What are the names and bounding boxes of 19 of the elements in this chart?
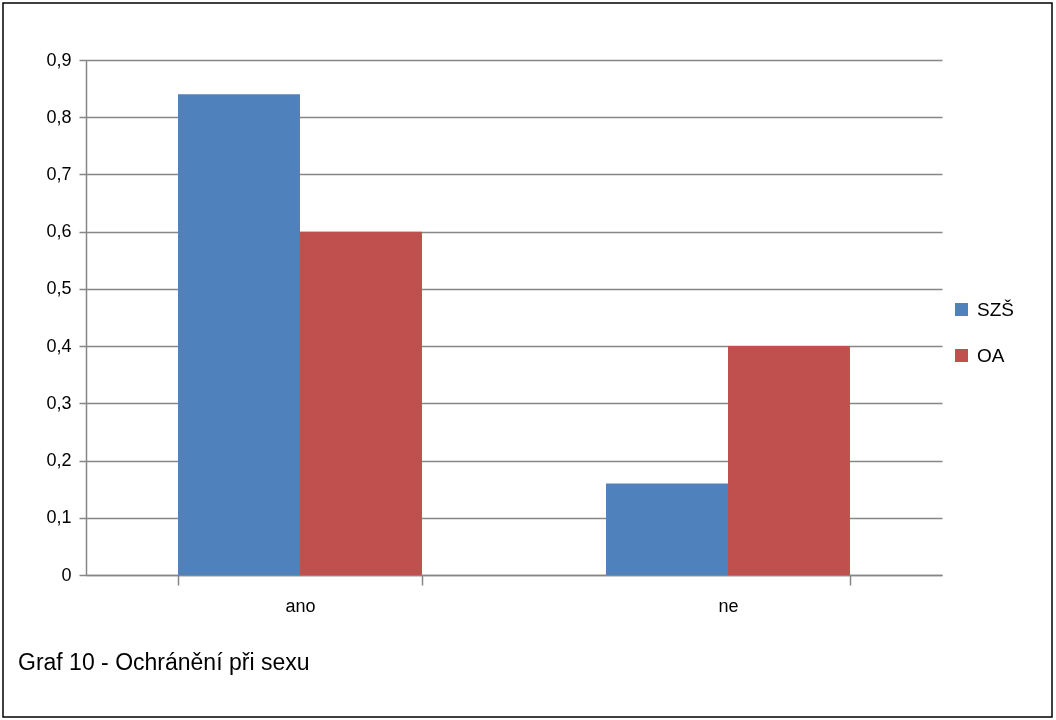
text: Graf 10 - Ochránění při sexu: [18, 649, 310, 675]
y-tick-label: 0,2: [46, 450, 72, 471]
y-tick-label: 0,8: [46, 106, 72, 127]
y-tick-label: 0,5: [46, 278, 72, 299]
legend-label: OA: [977, 344, 1005, 366]
y-tick-label: 0,9: [46, 49, 72, 70]
x-tick-label: ne: [718, 595, 739, 616]
y-tick-label: 0,3: [46, 392, 72, 413]
x-tick-label: ano: [285, 595, 316, 616]
y-tick-label: 0,1: [46, 507, 72, 528]
y-tick-label: 0: [61, 564, 72, 585]
bar: [728, 346, 850, 575]
y-tick-label: 0,6: [46, 221, 72, 242]
legend-label: SZŠ: [977, 298, 1014, 320]
y-tick-label: 0,4: [46, 335, 72, 356]
bar: [178, 94, 300, 575]
bar: [606, 483, 728, 575]
y-tick-label: 0,7: [46, 163, 72, 184]
bar: [300, 231, 422, 575]
